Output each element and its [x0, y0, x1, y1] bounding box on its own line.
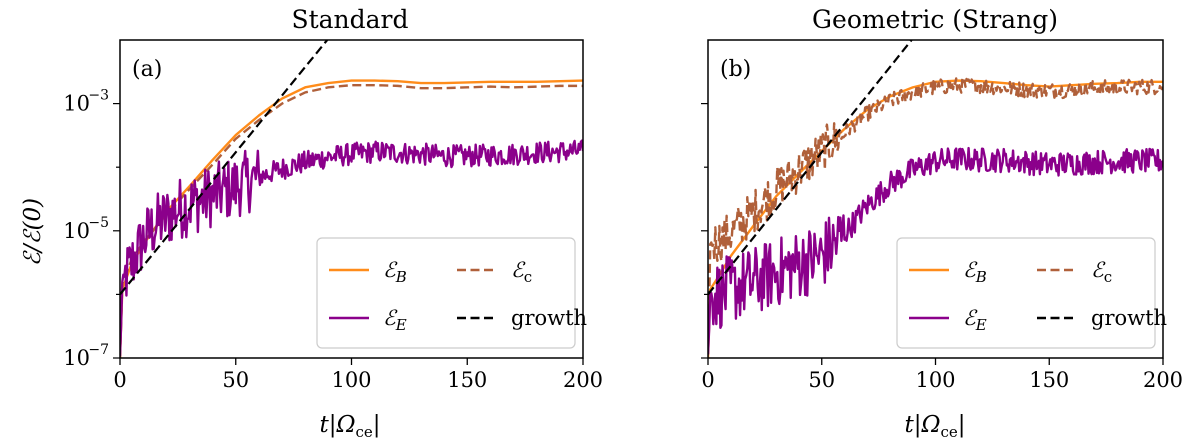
legend-entry-label: ℰB: [963, 258, 987, 286]
y-tick-exponent: −7: [88, 342, 109, 358]
x-tick-label: 150: [447, 368, 487, 392]
y-axis-label: ℰ/ℰ(0): [20, 198, 46, 266]
y-tick-label: 10: [63, 346, 90, 370]
x-tick-label: 100: [915, 368, 955, 392]
legend-entry-label: growth: [1091, 306, 1167, 330]
panel-geometric-strang: Geometric (Strang) t|Ωce| 0 50 100 150 200 (b…: [701, 5, 1183, 441]
panel-label: (a): [132, 57, 162, 82]
panel-label: (b): [720, 57, 751, 82]
x-axis-label: t|Ωce|: [904, 412, 965, 441]
legend-entry-label: ℰE: [963, 306, 987, 334]
panel-title: Standard: [291, 5, 408, 34]
legend-entry-label: ℰc: [1091, 258, 1112, 286]
legend-entry-label: ℰc: [511, 258, 532, 286]
y-tick-exponent: −5: [88, 215, 109, 231]
series-growth-line: [708, 40, 913, 296]
legend-entry-label: growth: [511, 306, 587, 330]
panel-title: Geometric (Strang): [812, 5, 1058, 34]
x-tick-label: 50: [222, 368, 249, 392]
y-tick-exponent: −3: [88, 88, 109, 104]
series-growth-line: [120, 40, 329, 296]
plot-area: [120, 40, 583, 358]
legend-box: [316, 237, 576, 349]
series-line-e: [120, 139, 583, 357]
x-tick-label: 0: [113, 368, 126, 392]
x-tick-label: 150: [1029, 368, 1069, 392]
series-line-c: [708, 76, 1163, 354]
x-axis-label: t|Ωce|: [319, 412, 380, 441]
x-tick-label: 50: [808, 368, 835, 392]
plot-area: [708, 40, 1163, 358]
x-tick-label: 100: [331, 368, 371, 392]
x-tick-label: 200: [563, 368, 603, 392]
y-tick-label: 10: [63, 92, 90, 116]
y-tick-label: 10: [63, 219, 90, 243]
x-tick-label: 0: [701, 368, 714, 392]
x-tick-label: 200: [1143, 368, 1183, 392]
legend-box: [896, 237, 1156, 349]
series-line-e: [708, 146, 1163, 355]
legend-entry-label: ℰB: [383, 258, 407, 286]
legend-entry-label: ℰE: [383, 306, 407, 334]
series-line-c: [120, 83, 583, 358]
panel-standard: Standard ℰ/ℰ(0) t|Ωce| 0 50 100 150 20010−71…: [20, 5, 603, 441]
